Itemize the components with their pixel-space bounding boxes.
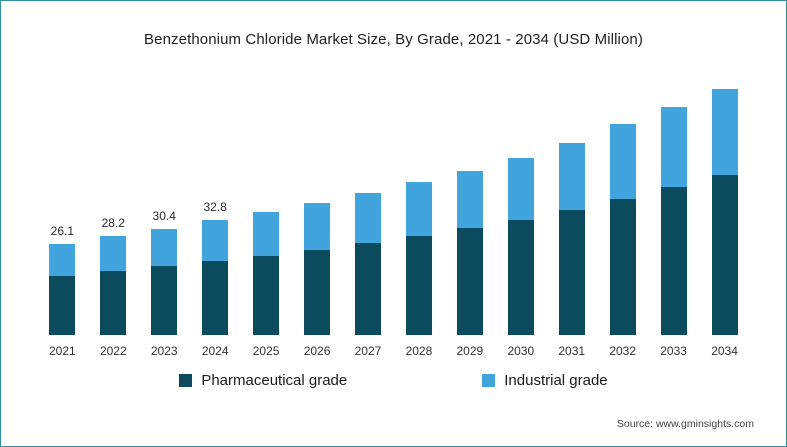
bar-group-2029: 2029 [456,151,484,358]
bar-segment-industrial [49,243,76,276]
bar-group-2026: 2026 [303,183,331,358]
bar-group-2021: 26.1 2021 [49,224,76,358]
bar-group-2034: 2034 [711,69,738,358]
legend-label-industrial: Industrial grade [504,372,608,389]
bar-stack [49,243,76,335]
bar-value-label: 32.8 [203,200,227,215]
bar-group-2022: 28.2 2022 [100,216,127,358]
bar-segment-pharmaceutical [202,260,229,335]
x-axis-label: 2030 [507,344,535,358]
bar-stack [354,192,381,335]
bar-stack [507,158,534,335]
bar-segment-industrial [151,228,178,267]
x-axis-label: 2031 [558,344,586,358]
bar-segment-industrial [609,123,636,199]
legend: Pharmaceutical grade Industrial grade [1,372,786,389]
bar-group-2031: 2031 [558,123,585,358]
bar-segment-pharmaceutical [151,266,178,335]
bar-stack [609,123,636,335]
legend-item-pharmaceutical: Pharmaceutical grade [179,372,347,389]
bar-chart-plot: 26.1 2021 28.2 2022 30.4 2023 32.8 2024 2025 2026… [49,62,738,358]
bar-stack [711,89,738,335]
bar-stack [253,212,280,335]
chart-title: Benzethonium Chloride Market Size, By Gr… [144,31,643,48]
source-text: Source: www.gminsights.com [616,418,754,430]
bar-segment-pharmaceutical [558,210,585,335]
bar-segment-pharmaceutical [660,186,687,335]
bar-segment-industrial [456,170,483,229]
bar-segment-industrial [558,142,585,211]
bar-group-2028: 2028 [405,162,433,358]
bar-segment-pharmaceutical [253,255,280,335]
x-axis-label: 2027 [354,344,382,358]
bar-segment-industrial [253,212,280,256]
bar-stack [100,236,127,335]
x-axis-label: 2023 [150,344,178,358]
bar-segment-pharmaceutical [354,242,381,335]
x-axis-label: 2034 [711,344,738,358]
x-axis-label: 2032 [609,344,637,358]
x-axis-label: 2024 [201,344,229,358]
bar-value-label: 28.2 [101,216,125,231]
x-axis-label: 2028 [405,344,433,358]
x-axis-label: 2033 [660,344,687,358]
bar-value-label: 30.4 [152,208,176,223]
bar-segment-pharmaceutical [711,174,738,335]
x-axis-label: 2021 [49,344,76,358]
bar-segment-industrial [507,158,534,221]
bar-segment-industrial [711,89,738,175]
bar-segment-industrial [304,203,331,250]
bar-group-2025: 2025 [252,192,280,358]
bar-stack [558,142,585,335]
bar-stack [456,170,483,335]
legend-item-industrial: Industrial grade [482,372,608,389]
bar-segment-pharmaceutical [456,228,483,335]
bar-segment-pharmaceutical [507,220,534,335]
bar-segment-pharmaceutical [49,275,76,335]
x-axis-label: 2026 [303,344,331,358]
bar-segment-industrial [202,220,229,261]
bar-segment-pharmaceutical [405,235,432,335]
bar-segment-industrial [660,107,687,187]
bar-segment-industrial [354,192,381,243]
bar-stack [151,228,178,335]
bar-segment-pharmaceutical [609,198,636,335]
bar-group-2032: 2032 [609,104,636,358]
bar-stack [304,203,331,335]
bar-segment-pharmaceutical [100,271,127,335]
bar-stack [405,181,432,335]
legend-swatch-industrial [482,374,496,387]
x-axis-label: 2022 [99,344,127,358]
legend-label-pharmaceutical: Pharmaceutical grade [201,372,348,389]
bar-group-2030: 2030 [507,138,534,358]
x-axis-label: 2029 [456,344,484,358]
x-axis-label: 2025 [252,344,280,358]
bar-stack [202,220,229,335]
bar-segment-industrial [100,236,127,272]
bar-value-label: 26.1 [50,223,75,238]
bar-group-2023: 30.4 2023 [151,209,178,358]
bar-group-2027: 2027 [354,173,382,358]
bar-stack [660,107,687,335]
bar-segment-industrial [405,181,432,236]
legend-swatch-pharmaceutical [179,374,193,387]
bar-group-2033: 2033 [660,87,687,358]
bar-segment-pharmaceutical [304,249,331,335]
bar-group-2024: 32.8 2024 [202,200,229,358]
